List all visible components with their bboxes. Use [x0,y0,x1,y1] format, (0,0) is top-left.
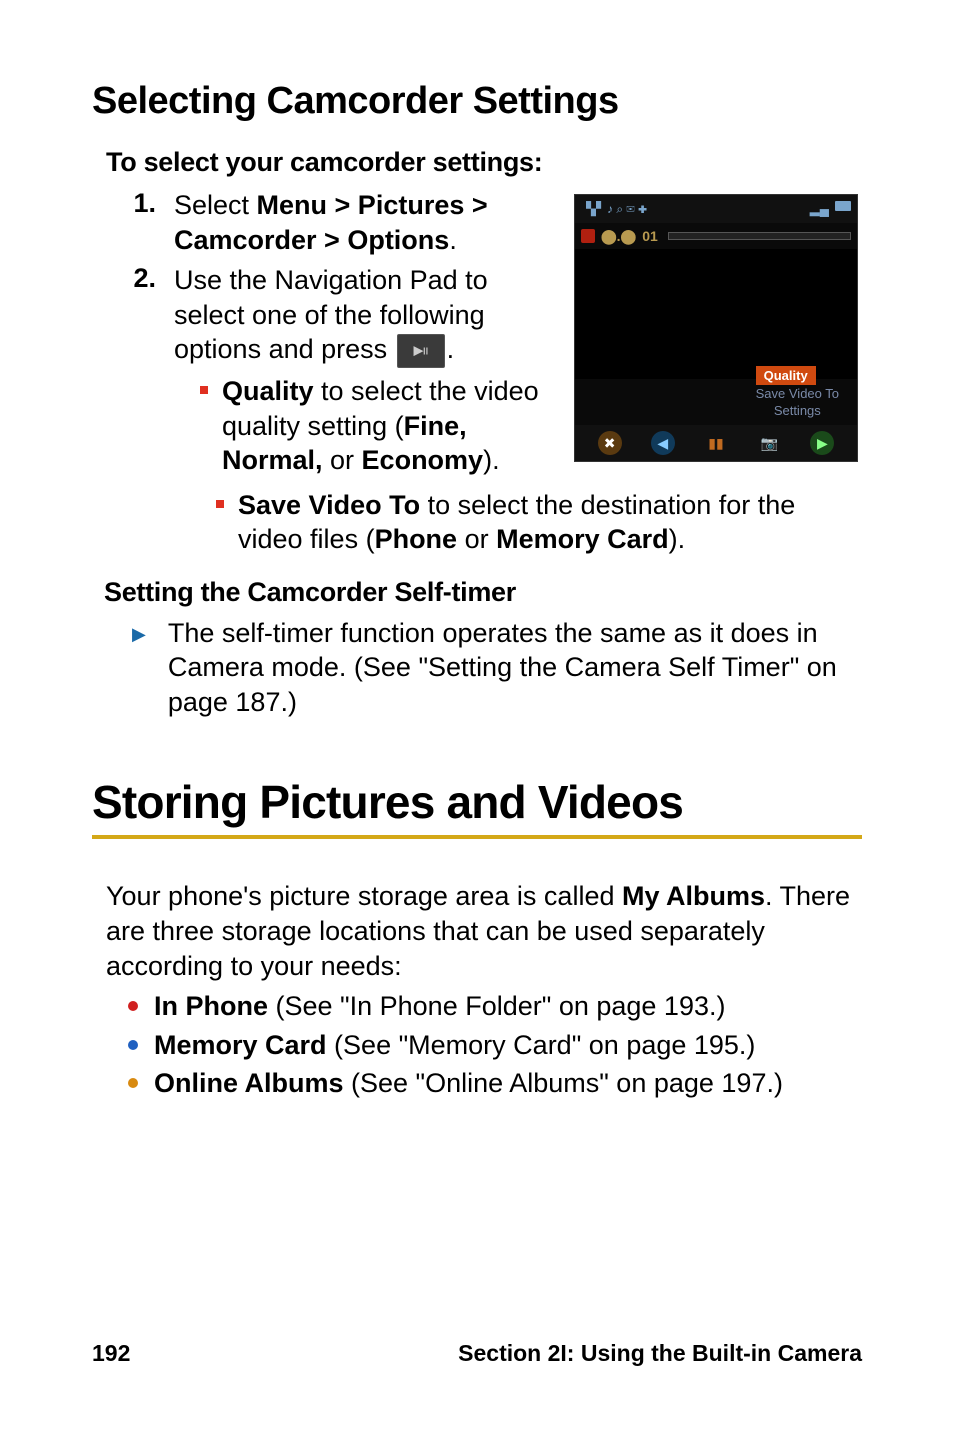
heading-storing: Storing Pictures and Videos [92,775,862,829]
battery-icon [835,201,851,211]
d2-post: (See "Memory Card" on page 195.) [327,1030,756,1060]
storage-online-albums: Online Albums (See "Online Albums" on pa… [128,1066,862,1101]
step-1-post: . [449,225,457,255]
storage-in-phone-body: In Phone (See "In Phone Folder" on page … [154,989,725,1024]
saveto-b: Save Video To [238,490,420,520]
saveto-post: ). [669,524,686,554]
quality-post: ). [483,445,500,475]
heading-selftimer: Setting the Camcorder Self-timer [92,577,862,608]
rssi-icon: ▂▄ [810,201,829,217]
step-1-pre: Select [174,190,257,220]
subheading-select-settings: To select your camcorder settings: [106,147,862,178]
storing-intro: Your phone's picture storage area is cal… [92,879,862,983]
step-2-post: . [447,334,455,364]
softkey-3-icon: ▮▮ [704,431,728,455]
screenshot-menu-saveto: Save Video To [756,385,839,402]
screenshot-menu: Quality Save Video To Settings [756,366,839,419]
saveto-b2: Phone [375,524,458,554]
record-icon [581,229,595,243]
d2-b: Memory Card [154,1030,327,1060]
step-1-num: 1. [128,188,174,257]
softkey-2-icon: ◀ [651,431,675,455]
footer-page-number: 192 [92,1340,130,1367]
arrow-icon: ▶ [132,624,146,645]
step-2: 2. Use the Navigation Pad to select one … [128,263,558,482]
screenshot-progressbar [668,232,851,240]
quality-b: Quality [222,376,314,406]
bullet-quality: Quality to select the video quality sett… [200,374,558,478]
bullet-save-video-to: Save Video To to select the destination … [216,488,862,557]
screenshot-time: 01 [642,228,658,244]
bullet-square-icon [216,500,224,508]
storage-memory-card: Memory Card (See "Memory Card" on page 1… [128,1028,862,1063]
selftimer-item: ▶ The self-timer function operates the s… [132,616,862,720]
dot-icon [128,1078,138,1088]
storage-in-phone: In Phone (See "In Phone Folder" on page … [128,989,862,1024]
bullet-saveto-body: Save Video To to select the destination … [238,488,862,557]
selftimer-body: The self-timer function operates the sam… [168,616,862,720]
step-1-body: Select Menu > Pictures > Camcorder > Opt… [174,188,558,257]
storage-online-albums-body: Online Albums (See "Online Albums" on pa… [154,1066,783,1101]
screenshot-menu-settings: Settings [756,402,839,419]
softkey-1-icon: ✖ [598,431,622,455]
heading-camcorder-settings: Selecting Camcorder Settings [92,80,862,123]
step-1: 1. Select Menu > Pictures > Camcorder > … [128,188,558,257]
screenshot-softkeys: ✖ ◀ ▮▮ 📷 ▶ [575,425,857,461]
screenshot-rec-prefix: ⬤.⬤ [601,228,636,245]
footer-section-title: Section 2I: Using the Built-in Camera [458,1340,862,1367]
saveto-mid2: or [457,524,496,554]
intro-bold: My Albums [622,881,765,911]
signal-icon: ▝▞ [581,201,601,217]
status-icons: ♪ ⌕ ✉ ✚ [607,202,647,217]
d1-b: In Phone [154,991,268,1021]
softkey-5-icon: ▶ [810,431,834,455]
screenshot-statusbar: ▝▞ ♪ ⌕ ✉ ✚ ▂▄ [575,195,857,223]
bullet-square-icon [200,386,208,394]
step-2-num: 2. [128,263,174,482]
quality-mid2: or [323,445,362,475]
intro-pre: Your phone's picture storage area is cal… [106,881,622,911]
screenshot-menu-quality: Quality [756,366,816,385]
saveto-b3: Memory Card [496,524,669,554]
dot-icon [128,1040,138,1050]
softkey-4-icon: 📷 [757,431,781,455]
gold-rule [92,835,862,839]
d3-b: Online Albums [154,1068,344,1098]
step-2-body: Use the Navigation Pad to select one of … [174,263,558,482]
screenshot-viewport [575,249,857,379]
dot-icon [128,1001,138,1011]
d3-post: (See "Online Albums" on page 197.) [344,1068,783,1098]
quality-b3: Economy [362,445,484,475]
bullet-quality-body: Quality to select the video quality sett… [222,374,558,478]
screenshot-recordbar: ⬤.⬤ 01 [575,223,857,249]
d1-post: (See "In Phone Folder" on page 193.) [268,991,725,1021]
play-pause-button-icon: ▶ıı [397,334,445,368]
camcorder-screenshot: ▝▞ ♪ ⌕ ✉ ✚ ▂▄ ⬤.⬤ 01 Quality Save Vi [574,194,858,462]
storage-memory-card-body: Memory Card (See "Memory Card" on page 1… [154,1028,755,1063]
